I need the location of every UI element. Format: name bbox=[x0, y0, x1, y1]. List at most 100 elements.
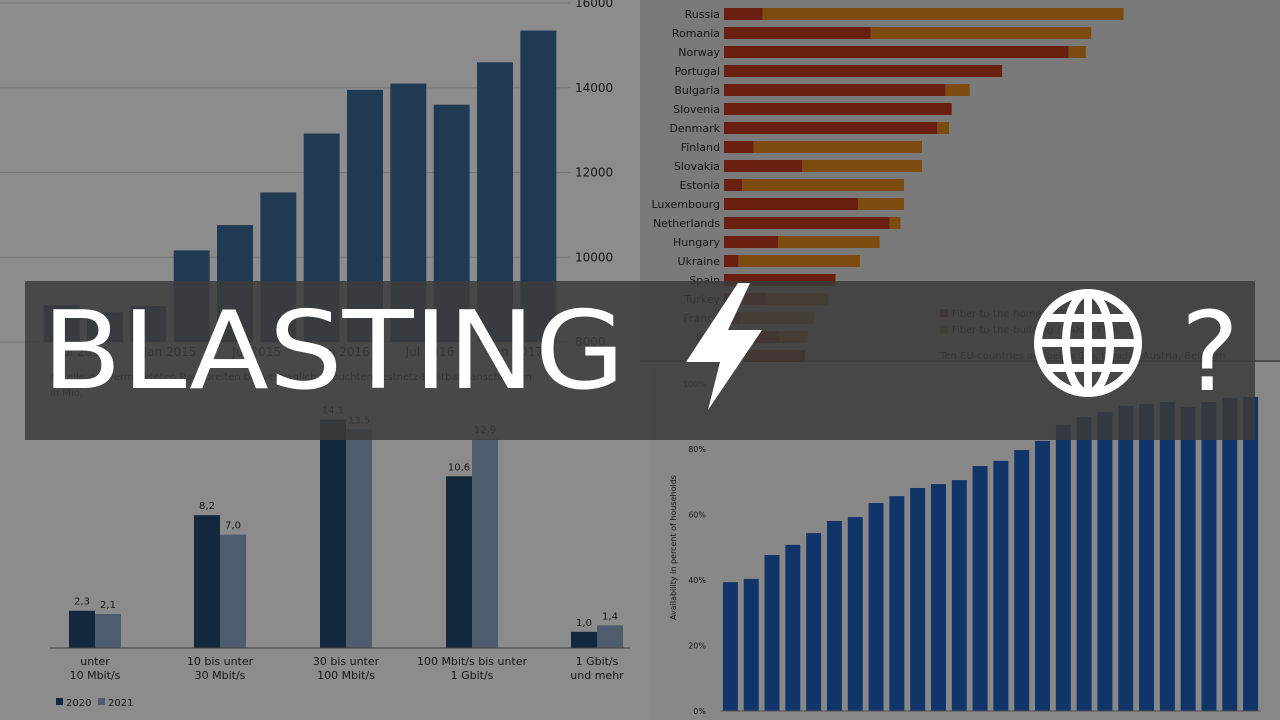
bar bbox=[889, 496, 905, 711]
category-label: Slovakia bbox=[674, 160, 720, 173]
y-tick-label: 60% bbox=[688, 511, 706, 520]
bar-segment bbox=[724, 217, 890, 229]
x-tick-label: 1 Gbit/s bbox=[451, 669, 494, 682]
category-label: Denmark bbox=[669, 122, 720, 135]
banner: BLASTING ? bbox=[25, 281, 1255, 440]
bar-segment bbox=[724, 236, 778, 248]
y-tick-label: 14000 bbox=[575, 81, 613, 95]
x-tick-label: 10 Mbit/s bbox=[70, 669, 121, 682]
category-label: Finland bbox=[681, 141, 720, 154]
y-tick-label: 0% bbox=[693, 707, 706, 716]
bar bbox=[1139, 403, 1155, 711]
x-tick-label: unter bbox=[80, 655, 110, 668]
bar-segment bbox=[778, 236, 880, 248]
x-tick-label: 30 Mbit/s bbox=[195, 669, 246, 682]
value-label: 8,2 bbox=[199, 501, 215, 512]
bar bbox=[1180, 406, 1196, 711]
bar bbox=[1201, 401, 1217, 711]
category-label: Russia bbox=[685, 8, 720, 21]
x-tick-label: 100 Mbit/s bbox=[317, 669, 375, 682]
y-tick-label: 10000 bbox=[575, 250, 613, 264]
bar-segment bbox=[724, 141, 754, 153]
category-label: Bulgaria bbox=[674, 84, 720, 97]
category-label: Norway bbox=[678, 46, 720, 59]
bar-segment bbox=[724, 8, 763, 20]
bar bbox=[1035, 440, 1051, 711]
bar-segment bbox=[762, 8, 1124, 20]
bar-segment bbox=[724, 160, 803, 172]
y-tick-label: 40% bbox=[688, 576, 706, 585]
x-tick-label: 100 Mbit/s bis unter bbox=[417, 655, 528, 668]
bar-segment bbox=[889, 217, 901, 229]
bar bbox=[1159, 401, 1175, 711]
bar-segment bbox=[724, 103, 952, 115]
bar-segment bbox=[742, 179, 904, 191]
bar-segment bbox=[724, 198, 859, 210]
value-label: 1,0 bbox=[576, 618, 592, 629]
category-label: Slovenia bbox=[673, 103, 720, 116]
bar-segment bbox=[724, 65, 1003, 77]
value-label: 1,4 bbox=[602, 611, 618, 622]
bar bbox=[806, 533, 822, 711]
bar bbox=[194, 515, 220, 648]
globe-icon bbox=[1034, 289, 1142, 397]
bar-segment bbox=[738, 255, 860, 267]
legend-swatch bbox=[56, 698, 63, 705]
category-label: Ukraine bbox=[678, 255, 721, 268]
category-label: Portugal bbox=[674, 65, 720, 78]
bar bbox=[764, 555, 780, 711]
bar bbox=[993, 460, 1009, 711]
bar-segment bbox=[724, 46, 1069, 58]
bar-segment bbox=[724, 179, 742, 191]
y-tick-label: 80% bbox=[688, 445, 706, 454]
bar-segment bbox=[945, 84, 970, 96]
bar bbox=[1076, 417, 1092, 711]
bar bbox=[972, 466, 988, 711]
bar-segment bbox=[1068, 46, 1086, 58]
bar bbox=[446, 476, 472, 648]
y-tick-label: 12000 bbox=[575, 166, 613, 180]
bar-segment bbox=[753, 141, 922, 153]
bar bbox=[847, 517, 863, 711]
lightning-icon bbox=[686, 283, 762, 410]
bar-segment bbox=[724, 84, 946, 96]
y-axis-label: Availability in percent of households bbox=[669, 475, 678, 620]
value-label: 2,1 bbox=[100, 600, 116, 611]
bar bbox=[826, 521, 842, 711]
bar bbox=[1243, 397, 1259, 711]
bar-segment bbox=[937, 122, 949, 134]
y-tick-label: 16000 bbox=[575, 0, 613, 10]
bar bbox=[1222, 398, 1238, 711]
x-tick-label: 10 bis unter bbox=[187, 655, 254, 668]
bar bbox=[930, 484, 946, 711]
bar bbox=[1118, 405, 1134, 711]
bar-segment bbox=[870, 27, 1092, 39]
category-label: Estonia bbox=[680, 179, 721, 192]
bar-segment bbox=[724, 255, 739, 267]
category-label: Hungary bbox=[673, 236, 720, 249]
category-label: Luxembourg bbox=[651, 198, 720, 211]
bar bbox=[743, 578, 759, 711]
bar bbox=[95, 613, 121, 648]
bar bbox=[597, 625, 623, 648]
category-label: Romania bbox=[672, 27, 720, 40]
banner-title: BLASTING bbox=[42, 289, 625, 414]
bar-segment bbox=[724, 27, 871, 39]
banner-symbol: ? bbox=[1181, 288, 1239, 416]
bar bbox=[785, 544, 801, 711]
bar bbox=[1097, 412, 1113, 711]
bar bbox=[69, 610, 95, 648]
bar-segment bbox=[858, 198, 904, 210]
bar bbox=[472, 439, 498, 648]
bar bbox=[1055, 424, 1071, 711]
bar bbox=[1014, 450, 1030, 711]
value-label: 2,3 bbox=[74, 597, 90, 608]
x-tick-label: und mehr bbox=[570, 669, 624, 682]
value-label: 10,6 bbox=[448, 462, 470, 473]
bar bbox=[722, 582, 738, 711]
bar-segment bbox=[724, 122, 938, 134]
legend-swatch bbox=[98, 698, 105, 705]
value-label: 7,0 bbox=[225, 521, 241, 532]
x-tick-label: 30 bis unter bbox=[313, 655, 380, 668]
